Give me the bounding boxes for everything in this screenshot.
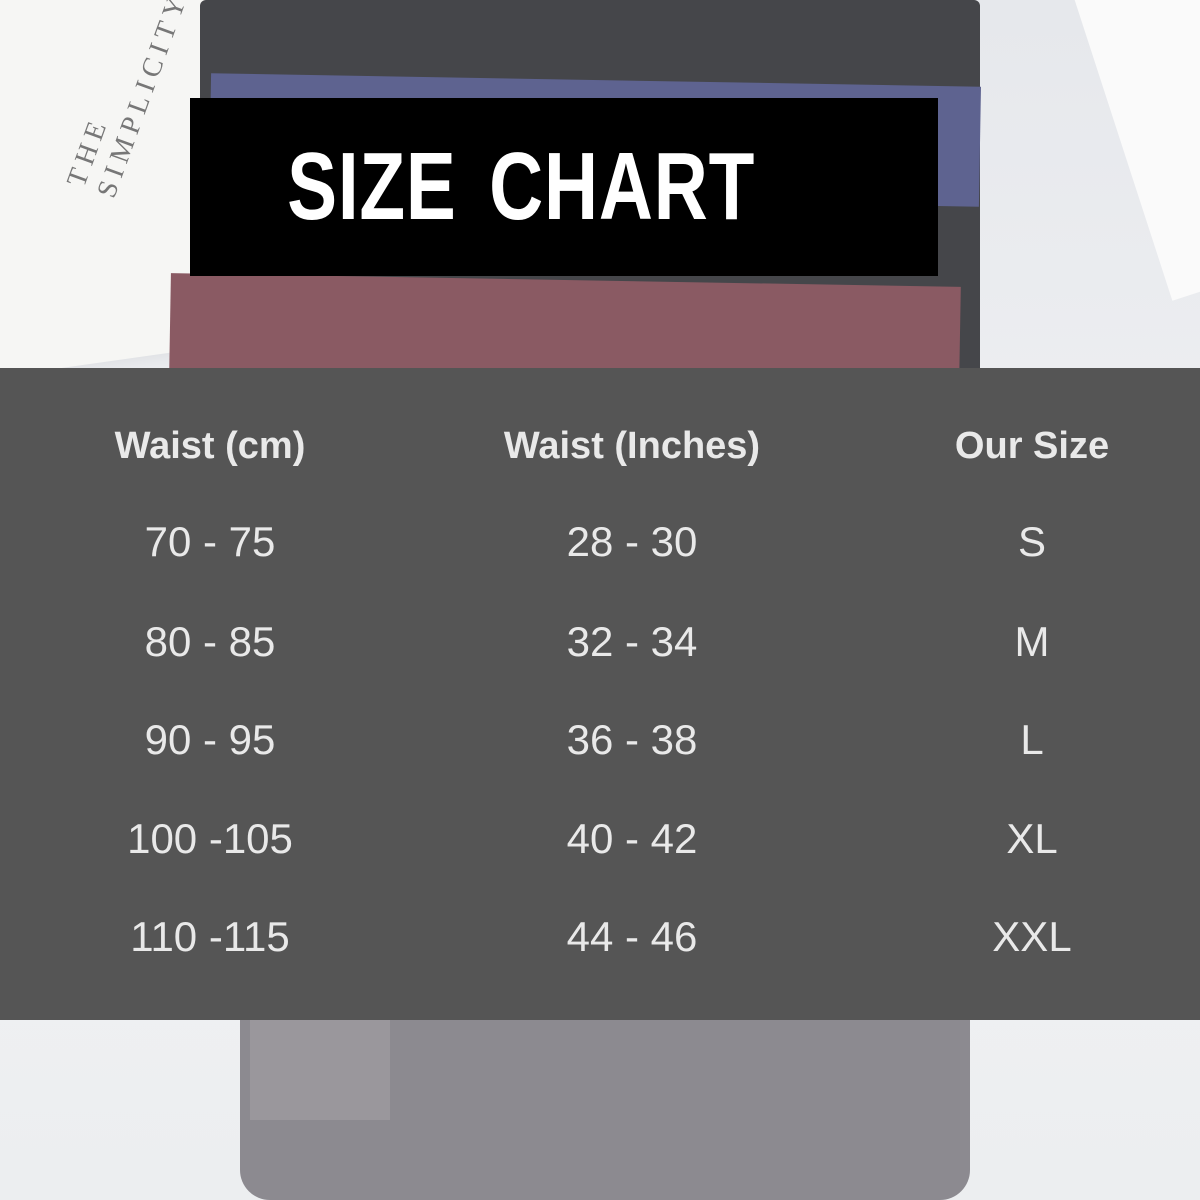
- page-title: SIZE CHART: [287, 133, 756, 240]
- table-cell: 36 - 38: [566, 716, 698, 763]
- table-cell: 110 -115: [130, 913, 290, 960]
- table-cell: 70 - 75: [144, 518, 276, 565]
- table-cell: 80 - 85: [144, 618, 276, 665]
- table-cell: 32 - 34: [566, 618, 698, 665]
- table-cell: 40 - 42: [566, 815, 698, 862]
- title-banner: SIZE CHART: [190, 98, 938, 276]
- table-cell: 44 - 46: [566, 913, 698, 960]
- table-cell: 100 -105: [127, 815, 293, 862]
- table-cell: 90 - 95: [144, 716, 276, 763]
- garment-gray-leg: [250, 1010, 390, 1120]
- column-header: Our Size: [954, 425, 1110, 467]
- table-cell: XXL: [992, 913, 1072, 960]
- table-cell: L: [1020, 716, 1044, 763]
- size-table: Waist (cm) Waist (Inches) Our Size 70 - 75 2…: [0, 368, 1200, 1020]
- column-header: Waist (cm): [114, 425, 306, 467]
- table-cell: 28 - 30: [566, 518, 698, 565]
- table-cell: S: [1017, 518, 1046, 565]
- column-header: Waist (Inches): [503, 425, 761, 467]
- table-cell: M: [1014, 618, 1050, 665]
- book-text: THE SIMPLICITY: [61, 0, 195, 202]
- table-cell: XL: [1006, 815, 1058, 862]
